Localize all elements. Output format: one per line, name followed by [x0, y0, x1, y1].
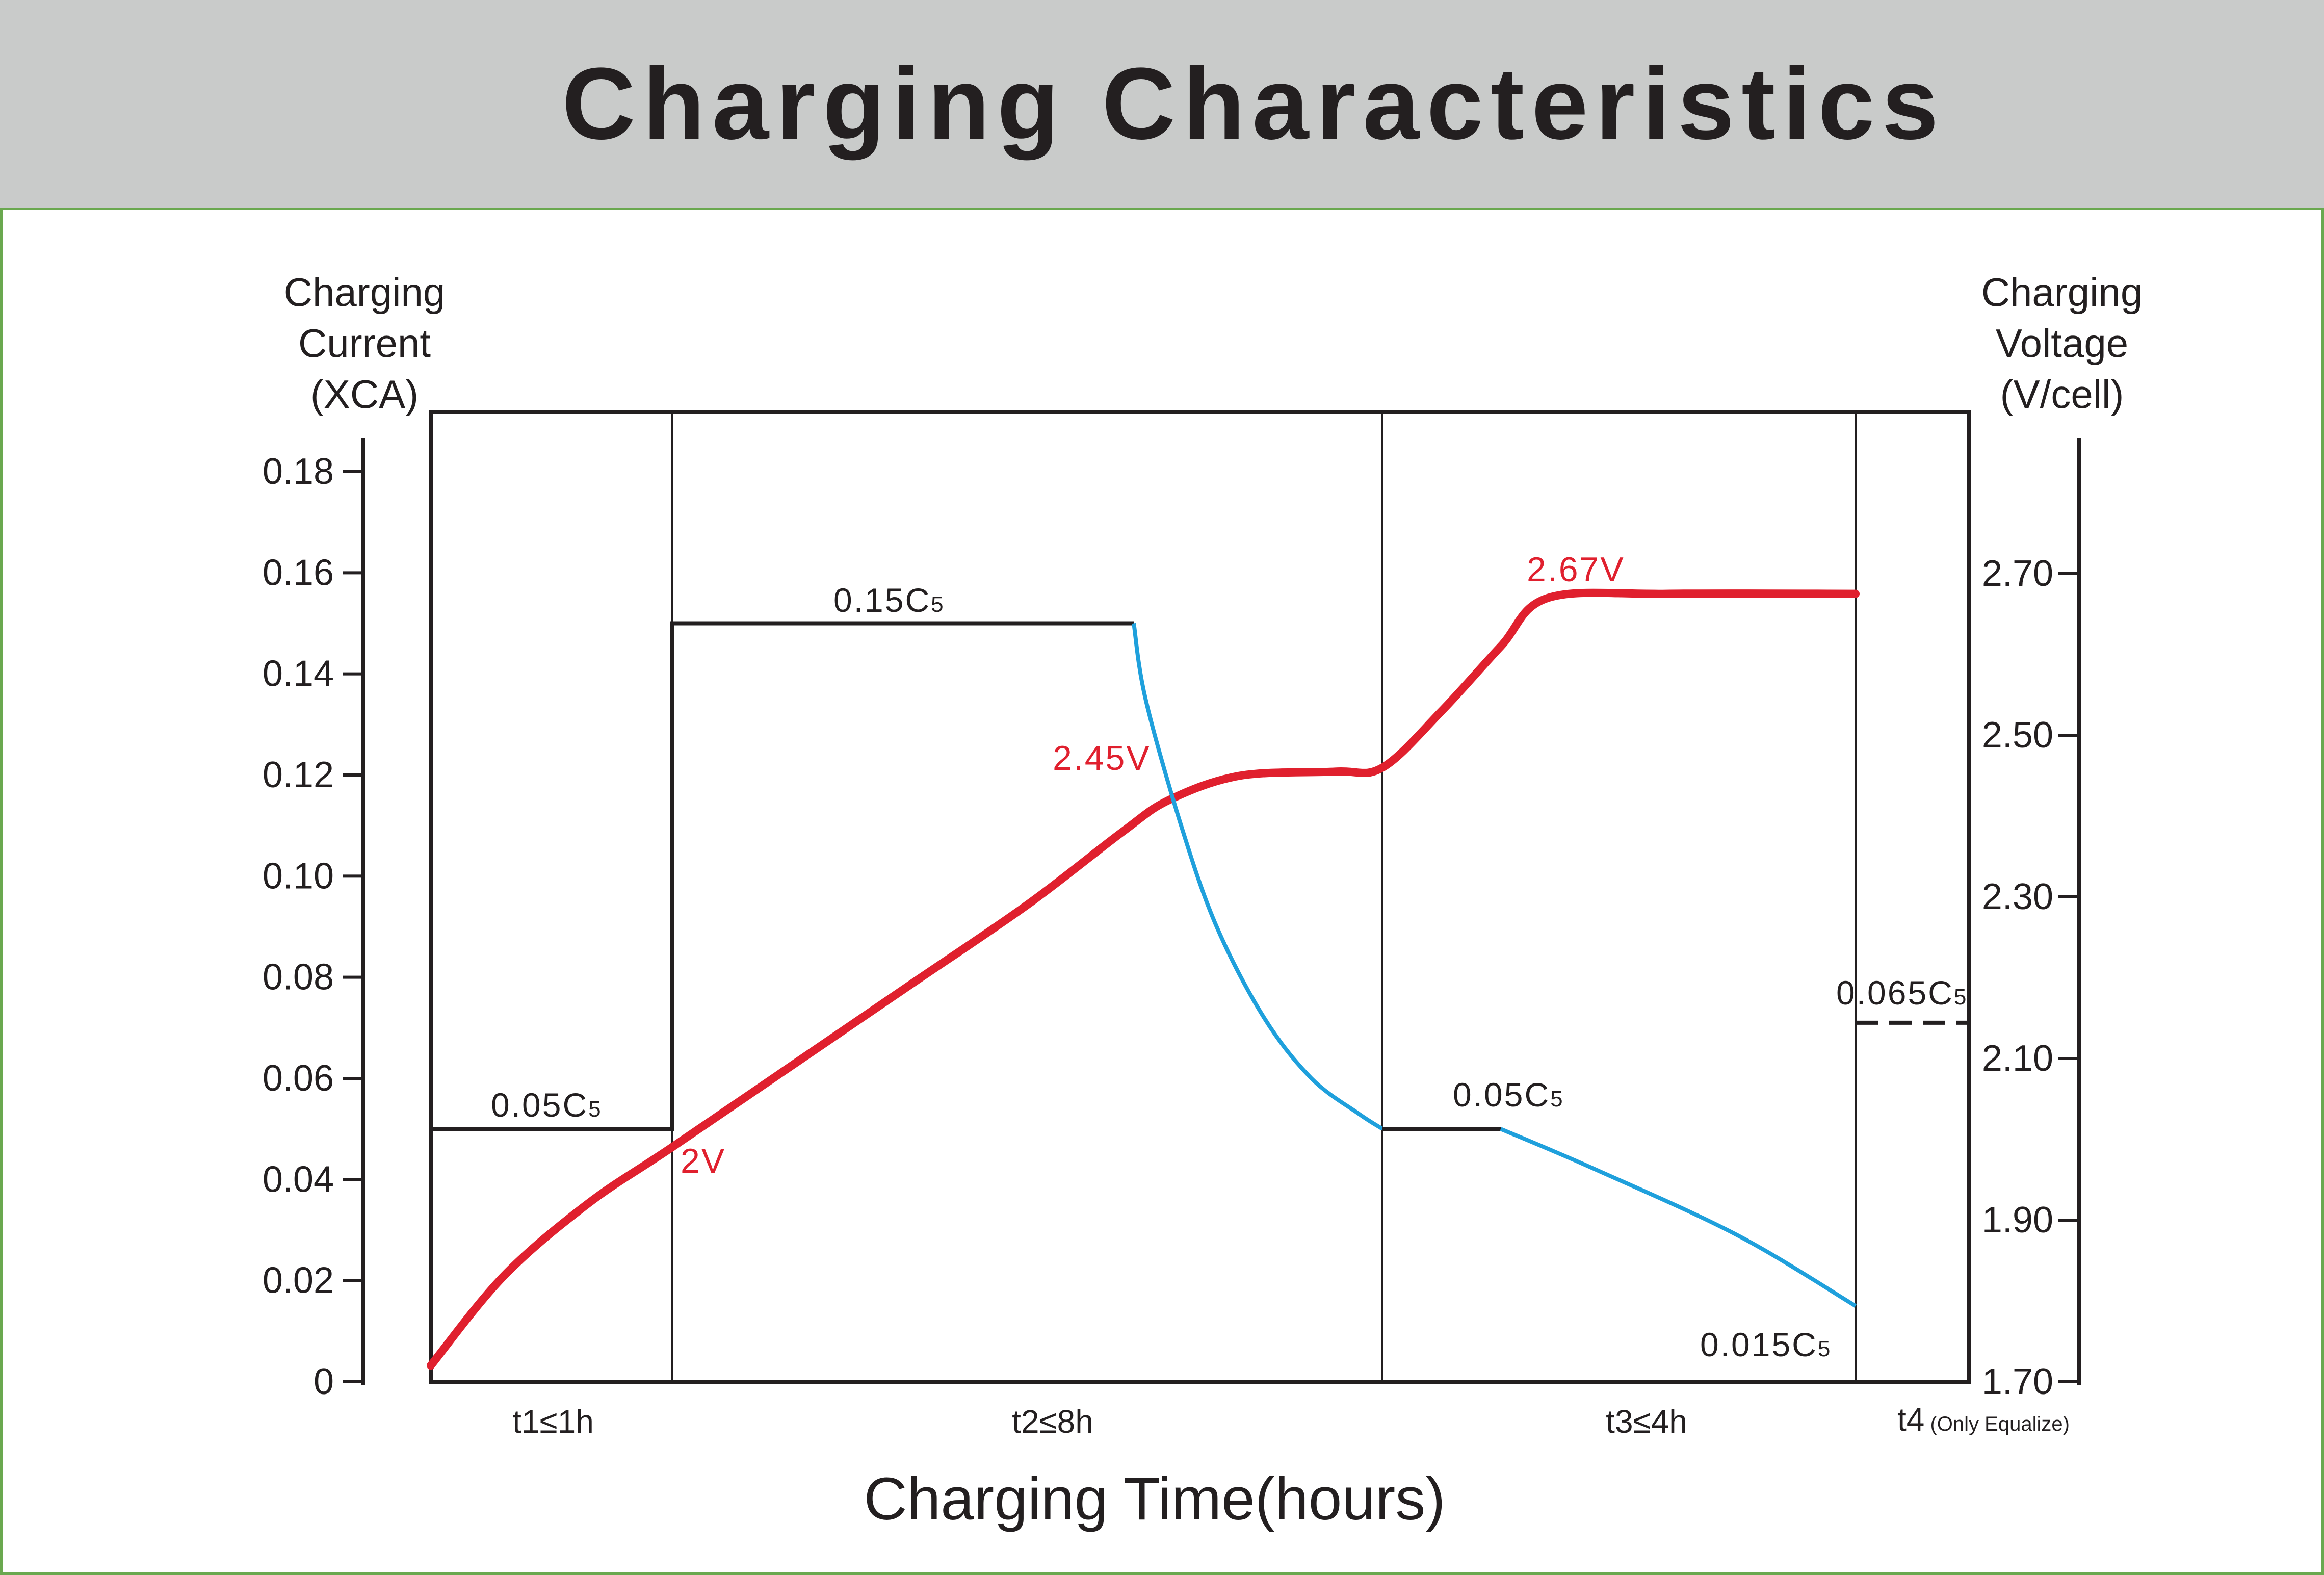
annotation-label: 0.15C5 [833, 581, 944, 619]
right-axis-tick-label: 1.90 [1982, 1200, 2053, 1241]
left-axis-title: Charging [284, 270, 446, 315]
annotation-label: 0.015C5 [1700, 1326, 1830, 1363]
left-axis-tick-label: 0.06 [263, 1058, 334, 1099]
annotation-subscript: 5 [1550, 1087, 1562, 1112]
left-axis-title: Current [298, 321, 431, 366]
left-axis-tick-label: 0.04 [263, 1159, 334, 1200]
left-axis-title: (XCA) [310, 372, 419, 417]
annotation-subscript: 5 [1954, 985, 1966, 1010]
left-axis-tick-label: 0.08 [263, 957, 334, 998]
left-axis-tick-label: 0.14 [263, 654, 334, 694]
right-axis-tick-label: 2.10 [1982, 1038, 2053, 1079]
left-axis-tick-label: 0.02 [263, 1260, 334, 1301]
plot-box [429, 410, 1971, 1384]
annotation-label: 0.065C5 [1836, 974, 1966, 1012]
right-axis-tick-label: 2.50 [1982, 715, 2053, 756]
annotation-text: 0.015C [1700, 1326, 1818, 1363]
annotation-text: 0.15C [833, 581, 931, 619]
right-axis-tick-label: 2.70 [1982, 553, 2053, 594]
voltage-series-line [427, 588, 1860, 1370]
left-axis-tick-label: 0 [314, 1361, 334, 1402]
x-axis-title: Charging Time(hours) [864, 1465, 1445, 1533]
annotation-subscript: 5 [931, 592, 943, 617]
right-axis-title: Voltage [1996, 321, 2128, 366]
annotation-text: 0.05C [1453, 1076, 1550, 1114]
right-axis-title: (V/cell) [2000, 372, 2124, 417]
right-axis-title: Charging [1981, 270, 2143, 315]
page-title: Charging Characteristics [562, 47, 1946, 161]
annotation-label: 2.45V [1053, 739, 1151, 778]
left-axis-tick-label: 0.12 [263, 755, 334, 795]
annotation-subscript: 5 [1818, 1336, 1830, 1361]
left-axis-tick-label: 0.16 [263, 552, 334, 593]
current-series-constant-segment [431, 621, 1134, 1131]
header-bar [0, 0, 2324, 208]
stage-label: t2≤8h [1012, 1403, 1093, 1440]
chart-frame [0, 208, 2324, 1575]
stage-label-t4: t4 (Only Equalize) [1897, 1401, 2070, 1438]
stage-label: t3≤4h [1606, 1403, 1687, 1440]
left-axis-tick-label: 0.10 [263, 856, 334, 896]
stage-label: t4 [1897, 1401, 1924, 1438]
current-series-decay-segment [1500, 1127, 1857, 1308]
annotation-label: 2.67V [1527, 550, 1625, 589]
stage-note: (Only Equalize) [1924, 1413, 2070, 1435]
right-axis-tick-label: 2.30 [1982, 876, 2053, 917]
annotation-text: 2.67V [1527, 550, 1625, 589]
stage-label: t1≤1h [512, 1403, 594, 1440]
right-axis-tick-label: 1.70 [1982, 1361, 2053, 1402]
annotation-label: 0.05C5 [491, 1086, 601, 1124]
annotation-label: 2V [681, 1142, 726, 1180]
annotation-text: 0.05C [491, 1086, 588, 1124]
left-axis-tick-label: 0.18 [263, 451, 334, 492]
annotation-text: 2V [681, 1142, 726, 1180]
annotation-text: 0.065C [1836, 974, 1954, 1012]
current-series-decay-segment [1132, 623, 1384, 1131]
annotation-label: 0.05C5 [1453, 1076, 1563, 1114]
annotation-subscript: 5 [588, 1097, 600, 1122]
annotation-text: 2.45V [1053, 739, 1151, 778]
